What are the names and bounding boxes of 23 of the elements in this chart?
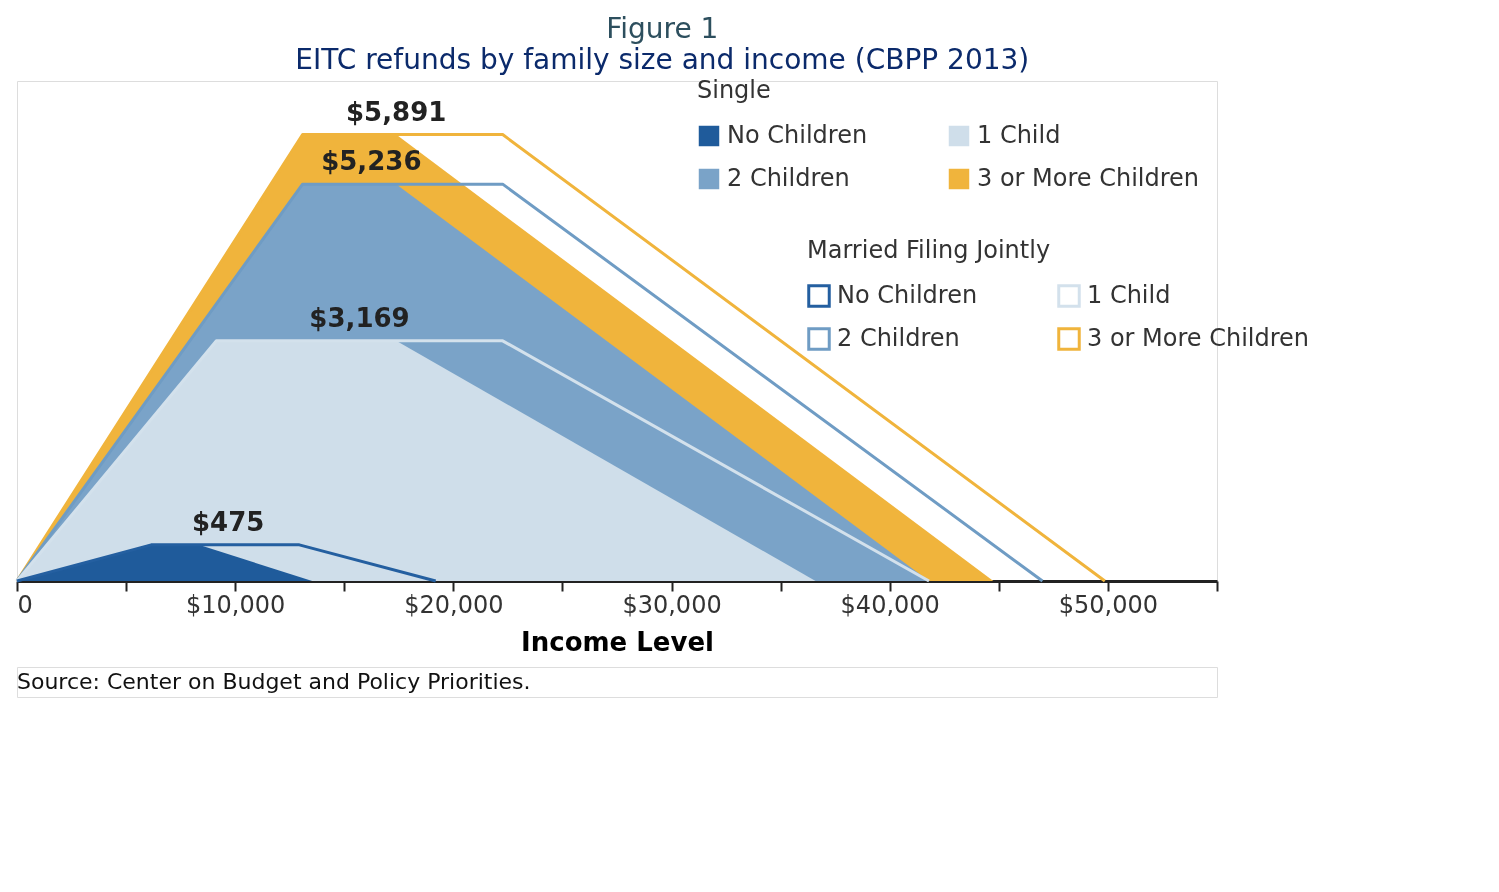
legend-label: 2 Children [727, 164, 850, 192]
x-tick-label: $50,000 [1058, 590, 1159, 619]
text: Married Filing Jointly [807, 236, 1051, 264]
annotation: $475 [192, 506, 265, 537]
legend-label: No Children [727, 121, 868, 149]
annotation: $5,891 [346, 96, 447, 127]
x-axis-title: Income Level [521, 626, 714, 657]
x-tick-label: $10,000 [186, 590, 286, 619]
legend-label: 3 or More Children [1087, 324, 1310, 352]
text: Single [697, 76, 771, 104]
annotation: $5,236 [321, 146, 422, 177]
annotation: $3,169 [309, 302, 410, 333]
chart-title: Figure 1 [606, 11, 719, 45]
x-tick-label: $20,000 [404, 590, 504, 619]
legend-label: No Children [837, 281, 978, 309]
legend-label: 2 Children [837, 324, 960, 352]
source-note: Source: Center on Budget and Policy Priorities. [17, 669, 531, 694]
legend-label: 1 Child [977, 121, 1061, 149]
x-tick-label: $40,000 [840, 590, 940, 619]
legend-label: 1 Child [1087, 281, 1171, 309]
x-tick-label: 0 [17, 590, 33, 619]
legend-label: 3 or More Children [977, 164, 1200, 192]
x-tick-label: $30,000 [622, 590, 722, 619]
